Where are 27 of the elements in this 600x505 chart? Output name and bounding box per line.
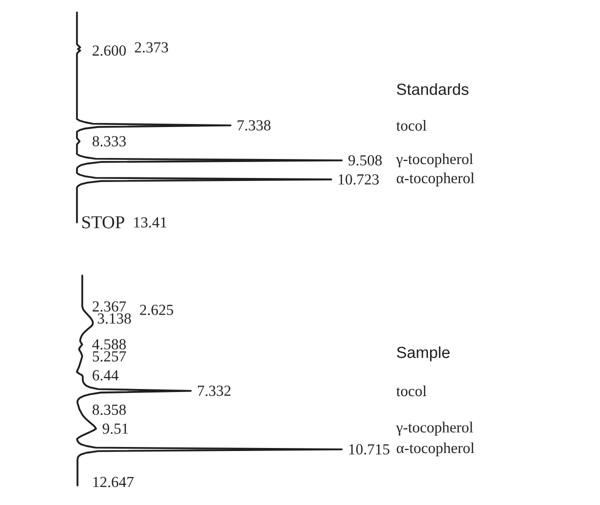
y-tick-label: 2.373 (134, 42, 168, 53)
y-tick-label: 2.367 (92, 301, 126, 312)
y-tick-label: 12.647 (93, 476, 134, 488)
y2-tick-label: α-tocopherol (396, 172, 474, 186)
y-tick-label: 8.358 (92, 404, 126, 415)
y2-tick-label: γ-tocopherol (396, 422, 474, 436)
y-tick-label: 2.625 (140, 304, 174, 316)
y-tick-label: 8.333 (92, 136, 126, 146)
y-tick-label: 9.508 (348, 155, 382, 166)
text: Standards (396, 83, 468, 95)
y2-tick-label: tocol (396, 385, 426, 396)
y-tick-label: 9.51 (102, 424, 128, 434)
y-tick-label: 13.41 (134, 217, 166, 228)
y-tick-label: 6.44 (92, 370, 118, 381)
y-tick-label: 7.332 (198, 386, 231, 396)
y-tick-label: 7.338 (238, 120, 270, 131)
y-tick-label: 2.600 (92, 45, 126, 56)
annotation: STOP (82, 216, 124, 228)
y2-tick-label: tocol (396, 120, 426, 131)
y-tick-label: 10.723 (338, 174, 379, 185)
y-tick-label: 5.257 (92, 351, 126, 362)
y2-tick-label: α-tocopherol (396, 442, 474, 456)
y-tick-label: 4.588 (92, 339, 126, 350)
y2-tick-label: γ-tocopherol (396, 153, 474, 168)
text: Sample (396, 346, 450, 362)
y-tick-label: 10.715 (349, 444, 390, 455)
y-tick-label: 3.138 (98, 313, 131, 324)
